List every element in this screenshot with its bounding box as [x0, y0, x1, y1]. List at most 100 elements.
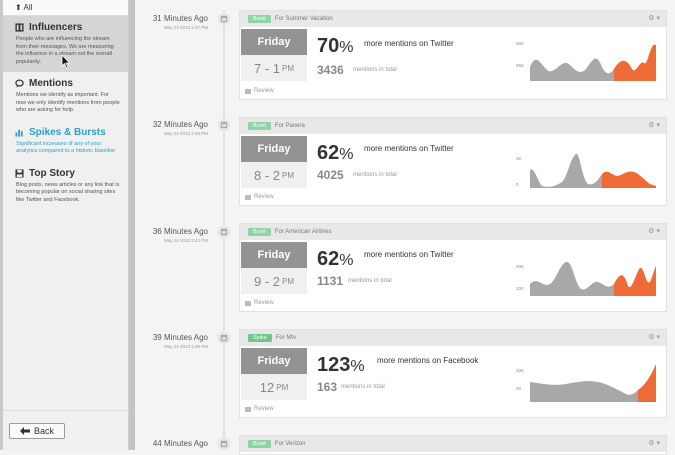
- card-header: Spike For Mtv ⚙ ▾: [240, 330, 666, 346]
- y-axis-label: 500: [516, 41, 524, 46]
- hour-range: 12 PM: [241, 374, 307, 400]
- burst-area: [638, 364, 656, 402]
- gear-icon[interactable]: ⚙ ▾: [648, 440, 660, 447]
- gear-icon[interactable]: ⚙ ▾: [648, 15, 660, 22]
- burst-card[interactable]: Burst For Panera ⚙ ▾ Friday 8 - 2 PM Rev…: [239, 117, 667, 206]
- sidebar-item-label: Influencers: [29, 22, 83, 33]
- burst-card[interactable]: Burst For American Airlines ⚙ ▾ Friday 9…: [239, 223, 667, 312]
- sidebar-item-description: Blog posts, news articles or any link th…: [16, 181, 120, 203]
- hour-range-value: 12: [259, 379, 275, 395]
- sidebar: ⬆ All Influencers People who are influen…: [3, 0, 129, 450]
- mention-count-label: mentions in total: [348, 278, 392, 284]
- sidebar-all-filter[interactable]: ⬆ All: [3, 0, 128, 16]
- mention-count: 3436: [317, 63, 344, 77]
- y-axis-label: 50: [516, 386, 522, 391]
- hour-range: 7 - 1 PM: [241, 55, 307, 81]
- y-axis-label: 1K: [516, 156, 522, 161]
- y-axis-label: 100: [516, 286, 524, 291]
- gear-icon[interactable]: ⚙ ▾: [648, 122, 660, 129]
- sidebar-item-influencers[interactable]: Influencers People who are influencing t…: [3, 16, 128, 72]
- day-label: Friday: [241, 29, 307, 55]
- time-window: Friday 12 PM: [241, 348, 307, 400]
- burst-badge: Burst: [248, 228, 271, 236]
- review-icon: [245, 406, 251, 412]
- gear-icon[interactable]: ⚙ ▾: [648, 334, 660, 341]
- day-label: Friday: [241, 348, 307, 374]
- mention-count-label: mentions in total: [341, 384, 385, 390]
- arrow-left-icon: [19, 427, 30, 435]
- gear-icon[interactable]: ⚙ ▾: [648, 228, 660, 235]
- panel-divider: [129, 0, 135, 450]
- percent-increase: 62%: [317, 248, 354, 270]
- timeline-node-icon: [217, 331, 231, 345]
- review-link[interactable]: Review: [245, 194, 274, 200]
- card-header: Burst For American Airlines ⚙ ▾: [240, 224, 666, 240]
- review-label: Review: [254, 194, 274, 200]
- entry-date: May 24 2013 2:42 PM: [163, 238, 208, 243]
- burst-badge: Burst: [248, 440, 271, 448]
- sidebar-divider: [3, 410, 129, 411]
- hour-range: 8 - 2 PM: [241, 162, 307, 188]
- burst-card[interactable]: Burst For Verizon ⚙ ▾: [239, 435, 667, 455]
- sidebar-item-description: Significant increases of any of your ana…: [16, 140, 116, 155]
- entry-time: 32 Minutes Ago: [152, 120, 208, 129]
- series-area: [530, 58, 614, 81]
- day-label: Friday: [241, 242, 307, 268]
- review-link[interactable]: Review: [245, 406, 274, 412]
- increase-description: more mentions on Twitter: [364, 39, 454, 48]
- review-icon: [245, 300, 251, 306]
- mention-count: 163: [317, 380, 338, 394]
- hour-range-ampm: PM: [282, 63, 294, 73]
- percent-value: 62: [317, 142, 340, 164]
- burst-badge: Burst: [248, 15, 271, 23]
- mouse-cursor-icon: [61, 54, 71, 69]
- y-axis-label: 200: [516, 264, 524, 269]
- hour-range: 9 - 2 PM: [241, 268, 307, 294]
- all-label: All: [23, 3, 33, 12]
- review-link[interactable]: Review: [245, 88, 274, 94]
- entry-date: May 24 2013 2:47 PM: [163, 25, 208, 30]
- increase-description: more mentions on Twitter: [364, 250, 454, 259]
- sidebar-item-description: People who are influencing the stream fr…: [16, 36, 114, 65]
- entry-date: May 24 2013 2:46 PM: [163, 131, 208, 136]
- series-area: [530, 381, 638, 402]
- sidebar-item-mentions[interactable]: Mentions Mentions we identify as importa…: [3, 72, 128, 121]
- back-button[interactable]: Back: [9, 423, 65, 439]
- sparkline-chart: 500 250: [516, 41, 656, 81]
- burst-area: [602, 171, 656, 188]
- hour-range-value: 9 - 2: [253, 273, 280, 289]
- card-topic: For Mtv: [275, 335, 297, 341]
- review-link[interactable]: Review: [245, 300, 274, 306]
- burst-card[interactable]: Burst For Summer Vacation ⚙ ▾ Friday 7 -…: [239, 10, 667, 100]
- mention-count-label: mentions in total: [353, 67, 397, 73]
- card-topic: For Verizon: [274, 441, 306, 447]
- back-button-label: Back: [33, 426, 54, 436]
- time-window: Friday 8 - 2 PM: [241, 136, 307, 188]
- percent-increase: 70%: [317, 35, 354, 57]
- sparkline-chart: 100 50: [516, 364, 656, 402]
- review-label: Review: [254, 406, 274, 412]
- spike-card[interactable]: Spike For Mtv ⚙ ▾ Friday 12 PM Review 12…: [239, 329, 667, 418]
- sidebar-item-label: Spikes & Bursts: [29, 126, 106, 138]
- hour-range-value: 7 - 1: [253, 60, 280, 76]
- entry-time: 31 Minutes Ago: [152, 14, 208, 23]
- building-icon: [15, 23, 24, 32]
- sidebar-item-description: Mentions we identify as important. For n…: [16, 92, 120, 113]
- card-topic: For Panera: [274, 123, 305, 129]
- percent-value: 123: [317, 354, 351, 376]
- time-window: Friday 9 - 2 PM: [241, 242, 307, 294]
- series-area: [530, 261, 614, 296]
- sidebar-item-top-story[interactable]: Top Story Blog posts, news articles or a…: [3, 162, 128, 211]
- timeline-node-icon: [217, 118, 231, 132]
- bar-chart-icon: [15, 129, 23, 137]
- sidebar-item-spikes-bursts[interactable]: Spikes & Bursts Significant increases of…: [3, 121, 128, 162]
- burst-badge: Burst: [248, 122, 271, 130]
- sparkline-chart: 200 100: [516, 261, 656, 296]
- timeline-node-icon: [217, 12, 231, 26]
- burst-area: [614, 266, 656, 296]
- hour-range-value: 8 - 2: [253, 167, 280, 183]
- sidebar-item-label: Mentions: [29, 78, 73, 89]
- percent-value: 70: [317, 35, 340, 57]
- mention-count-label: mentions in total: [353, 172, 397, 178]
- card-topic: For Summer Vacation: [274, 16, 333, 22]
